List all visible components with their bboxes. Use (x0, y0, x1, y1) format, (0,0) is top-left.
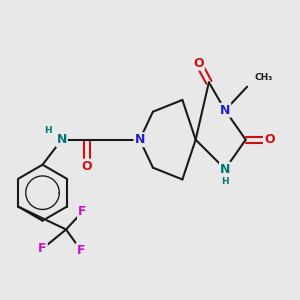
Text: CH₃: CH₃ (254, 74, 272, 82)
Text: H: H (45, 126, 52, 135)
Text: N: N (220, 163, 230, 176)
Text: N: N (56, 133, 67, 146)
Text: N: N (220, 104, 230, 117)
Text: F: F (78, 205, 86, 218)
Text: O: O (193, 57, 204, 70)
Text: H: H (221, 177, 229, 186)
Text: F: F (38, 242, 47, 255)
Text: N: N (134, 133, 145, 146)
Text: F: F (76, 244, 85, 256)
Text: O: O (264, 133, 274, 146)
Text: O: O (81, 160, 92, 173)
